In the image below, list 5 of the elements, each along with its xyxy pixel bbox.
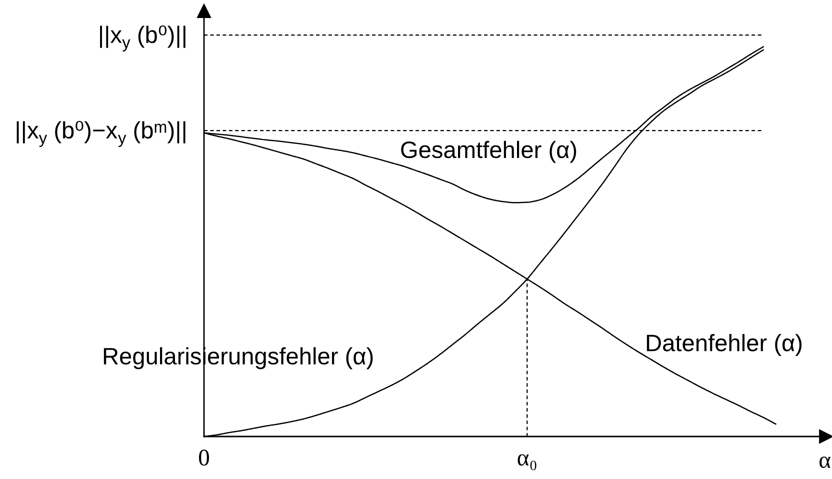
x-tick-label: α₀ (518, 454, 536, 470)
series-label: Gesamtfehler (α) (401, 140, 576, 163)
x-tick-label: 0 (198, 450, 210, 466)
x-axis-title: α (820, 456, 830, 468)
series-label: Datenfehler (α) (646, 334, 802, 356)
